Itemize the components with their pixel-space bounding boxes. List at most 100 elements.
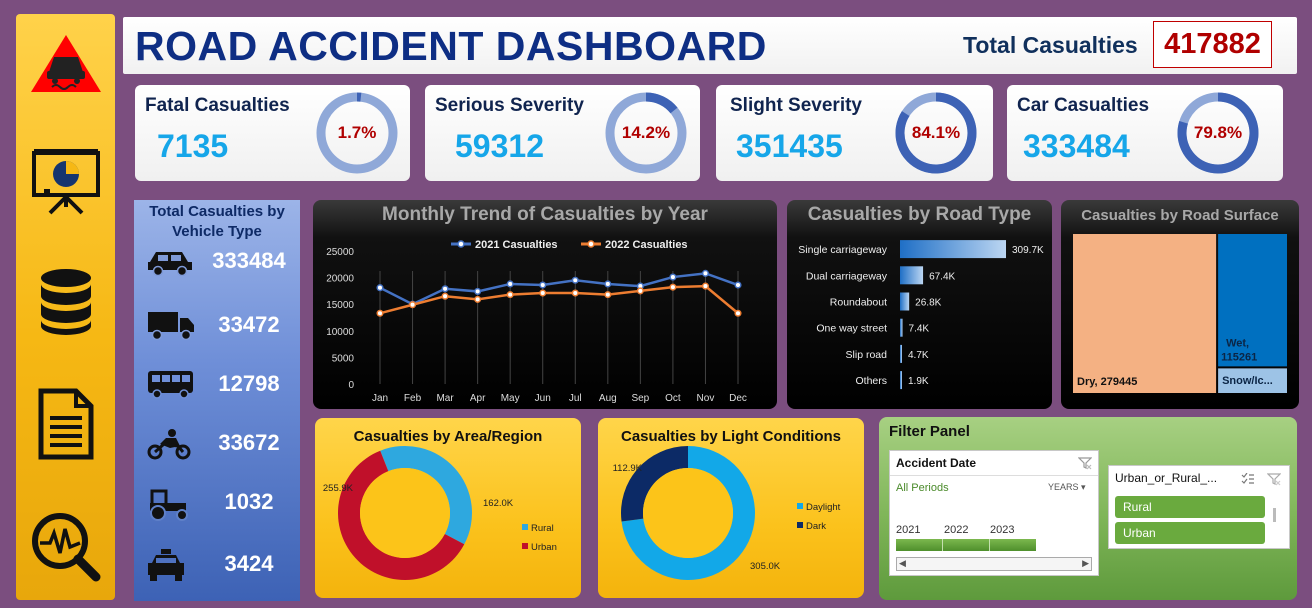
x-tick-label: Aug: [599, 393, 617, 404]
slicer-header: Accident Date: [896, 456, 977, 470]
chart-title: Monthly Trend of Casualties by Year: [382, 204, 708, 225]
kpi-value: 59312: [455, 128, 544, 164]
legend-label: Dark: [806, 521, 826, 532]
data-point: [734, 309, 742, 317]
vehicle-row-car: 333484: [134, 242, 300, 282]
vehicle-panel-title: Total Casualties by Vehicle Type: [149, 203, 285, 240]
road-warning-icon[interactable]: [28, 32, 104, 101]
series-line: [379, 272, 739, 306]
data-point: [604, 291, 612, 299]
filter-panel: Filter Panel Accident Date All Periods Y…: [879, 417, 1297, 600]
data-point: [376, 284, 384, 292]
clear-filter-icon[interactable]: [1078, 456, 1092, 470]
chart-title: Casualties by Area/Region: [353, 428, 543, 445]
legend-swatch: [797, 522, 803, 528]
bar: [900, 371, 902, 390]
kpi-card-serious: Serious Severity 59312 14.2%: [425, 85, 700, 181]
data-point: [701, 269, 710, 277]
data-label: 305.0K: [750, 561, 781, 572]
accident-date-slicer[interactable]: Accident Date All Periods YEARS ▾ 2021 2…: [889, 450, 1099, 576]
monthly-trend-panel: Monthly Trend of Casualties by Year 0 500…: [313, 200, 777, 409]
scroll-left-icon[interactable]: ◀: [899, 558, 906, 568]
category-label: One way street: [816, 323, 887, 335]
x-tick-label: Sep: [631, 393, 649, 404]
data-point: [669, 273, 677, 281]
data-label: 255.9K: [323, 483, 354, 494]
vehicle-value: 33672: [218, 430, 280, 455]
slicer-scrollbar[interactable]: [1273, 508, 1276, 522]
vehicle-value: 12798: [218, 371, 280, 396]
kpi-percent: 1.7%: [337, 123, 377, 142]
category-label: Dual carriageway: [806, 270, 888, 282]
bar: [900, 240, 1006, 259]
chart-title: Casualties by Road Type: [807, 204, 1032, 225]
vehicle-row-tractor: 1032: [134, 483, 300, 523]
data-point: [474, 295, 482, 303]
total-casualties-label: Total Casualties: [963, 32, 1138, 58]
data-point: [506, 280, 514, 288]
x-tick-label: May: [501, 393, 520, 404]
analytics-search-icon[interactable]: [30, 511, 102, 588]
document-icon[interactable]: [38, 388, 94, 465]
years-dropdown[interactable]: YEARS ▾: [1048, 482, 1086, 493]
presentation-chart-icon[interactable]: [31, 149, 100, 220]
y-tick-label: 10000: [326, 327, 354, 338]
vehicle-row-bus: 12798: [134, 365, 300, 405]
clear-filter-icon[interactable]: [1267, 472, 1281, 486]
slicer-option-rural[interactable]: Rural: [1115, 496, 1265, 518]
kpi-card-fatal: Fatal Casualties 7135 1.7%: [135, 85, 410, 181]
bar: [900, 266, 924, 285]
kpi-percent: 79.8%: [1193, 123, 1243, 142]
kpi-title: Car Casualties: [1017, 95, 1150, 116]
series-line: [379, 284, 739, 315]
legend-label: Rural: [531, 523, 554, 534]
data-point: [539, 281, 547, 289]
timeline-selection-bar[interactable]: [896, 539, 1036, 551]
road-type-chart: Single carriageway 309.7K Dual carriageway…: [798, 240, 1044, 390]
vehicle-row-truck: 33472: [134, 306, 300, 346]
kpi-ring-fill: [645, 92, 678, 114]
slicer-option-urban[interactable]: Urban: [1115, 522, 1265, 544]
kpi-ring: [605, 92, 687, 174]
database-icon[interactable]: [39, 268, 93, 341]
x-tick-label: Dec: [729, 393, 747, 404]
data-point: [636, 287, 644, 295]
scroll-right-icon[interactable]: ▶: [1082, 558, 1089, 568]
donut-slice: [338, 450, 465, 580]
data-point: [539, 289, 547, 297]
legend-swatch: [797, 503, 803, 509]
kpi-card-slight: Slight Severity 351435 84.1%: [716, 85, 993, 181]
data-label: 309.7K: [1012, 245, 1044, 256]
multi-select-icon[interactable]: [1241, 473, 1255, 485]
area-region-donut: 162.0K Rural 255.9K Urban: [323, 446, 557, 580]
data-point: [571, 289, 579, 297]
legend-marker: [457, 240, 465, 248]
treemap-label: Dry, 279445: [1077, 376, 1137, 388]
data-point: [474, 287, 482, 295]
road-type-panel: Casualties by Road Type Single carriagew…: [787, 200, 1052, 409]
urban-rural-slicer[interactable]: Urban_or_Rural_... Rural Urban: [1108, 465, 1290, 549]
data-point: [571, 276, 579, 284]
x-tick-label: Jul: [569, 393, 582, 404]
sidebar: [16, 14, 115, 600]
data-label: 4.7K: [908, 350, 929, 361]
road-surface-panel: Casualties by Road Surface Dry, 279445 We…: [1061, 200, 1299, 409]
legend-swatch: [522, 543, 528, 549]
y-tick-label: 0: [348, 380, 354, 391]
header: ROAD ACCIDENT DASHBOARD Total Casualties…: [123, 17, 1297, 74]
kpi-title: Serious Severity: [435, 95, 584, 116]
x-tick-label: Jan: [372, 393, 388, 404]
page-title: ROAD ACCIDENT DASHBOARD: [135, 23, 767, 69]
total-casualties-value: 417882: [1164, 28, 1261, 60]
donut-hole: [643, 468, 733, 558]
y-tick-label: 5000: [332, 353, 355, 364]
year-label: 2023: [990, 524, 1015, 536]
chevron-down-icon: ▾: [1081, 482, 1086, 492]
timeline-scrollbar[interactable]: ◀ ▶: [896, 557, 1092, 571]
kpi-ring-fill: [1177, 92, 1259, 174]
tractor-icon: [150, 489, 188, 521]
x-tick-label: Apr: [470, 393, 486, 404]
data-label: 1.9K: [908, 376, 929, 387]
kpi-title: Slight Severity: [730, 95, 862, 116]
years-dropdown-label: YEARS: [1048, 482, 1079, 492]
